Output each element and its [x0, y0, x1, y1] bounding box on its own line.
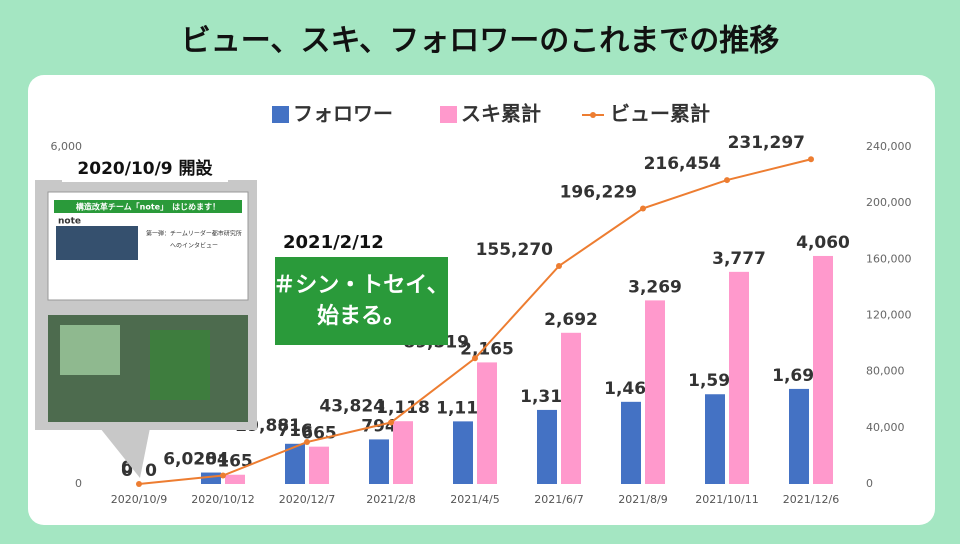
data-label: 1,693 — [772, 366, 826, 386]
line-marker — [556, 262, 562, 269]
note-text: 第一弾：チームリーダー都市研究所 — [146, 230, 242, 238]
note-banner — [54, 200, 242, 213]
y2-tick-label: 120,000 — [866, 309, 912, 322]
bar — [645, 300, 665, 484]
note-photo — [56, 226, 138, 260]
note-banner-text: 構造改革チーム「note」 はじめます！ — [76, 202, 220, 212]
data-label: 43,824 — [319, 396, 385, 416]
bar — [225, 474, 245, 484]
overlay: 構造改革チーム「note」 はじめます！ note 第一弾：チームリーダー都市研… — [35, 155, 449, 478]
y2-tick-label: 160,000 — [866, 252, 912, 265]
launch-label: 2020/10/9 開設 — [77, 158, 213, 179]
y2-tick-label: 0 — [866, 477, 873, 490]
callout-tail — [100, 428, 150, 478]
data-label: 2,165 — [460, 339, 514, 359]
line-marker — [388, 419, 394, 426]
bar — [621, 401, 641, 484]
callout-box — [275, 257, 448, 345]
note-text: へのインタビュー — [170, 242, 218, 250]
bar — [201, 472, 221, 484]
legend-label: フォロワー — [293, 102, 393, 126]
x-tick-label: 2021/8/9 — [618, 493, 667, 506]
line-marker — [640, 205, 646, 212]
data-label: 716 — [277, 421, 313, 441]
bar — [393, 421, 413, 484]
bar — [285, 443, 305, 484]
line-marker — [136, 481, 142, 487]
press-photo-detail — [60, 325, 120, 375]
bar — [369, 439, 389, 484]
bar — [477, 362, 497, 484]
bar — [705, 394, 725, 484]
data-label: 204 — [193, 450, 229, 470]
line-marker — [304, 439, 310, 446]
y2-tick-label: 240,000 — [866, 140, 912, 153]
data-label: 0 — [121, 461, 133, 481]
bar — [813, 255, 833, 484]
legend-swatch — [440, 106, 457, 123]
callout-text: ＃シン・トセイ、 — [273, 273, 449, 298]
y2-tick-label: 200,000 — [866, 196, 912, 209]
x-tick-label: 2020/10/9 — [111, 493, 167, 506]
bar — [789, 388, 809, 484]
data-label: 3,777 — [712, 249, 766, 269]
data-label: 1,463 — [604, 379, 658, 399]
data-label: 165 — [217, 452, 253, 472]
x-tick-label: 2021/6/7 — [534, 493, 583, 506]
y-tick-label: 0 — [75, 477, 82, 490]
bar — [309, 446, 329, 484]
data-label: 665 — [301, 424, 337, 444]
x-tick-label: 2021/10/11 — [695, 493, 758, 506]
launch-label-box — [62, 155, 228, 182]
date-label: 2021/2/12 — [283, 232, 384, 253]
data-label: 1,319 — [520, 387, 574, 407]
data-label: 216,454 — [644, 154, 722, 174]
bar — [537, 409, 557, 484]
data-label: 1,115 — [436, 398, 490, 418]
data-label: 231,297 — [728, 133, 805, 153]
y-tick-label: 6,000 — [51, 140, 83, 153]
data-label: 6,028 — [163, 450, 217, 470]
bar — [453, 421, 473, 484]
y2-tick-label: 80,000 — [866, 365, 905, 378]
x-tick-label: 2020/12/7 — [279, 493, 335, 506]
data-label: 4,060 — [796, 233, 850, 253]
data-label: 196,229 — [560, 182, 637, 202]
x-tick-label: 2021/12/6 — [783, 493, 839, 506]
line-marker — [808, 156, 814, 163]
chart-title: ビュー、スキ、フォロワーのこれまでの推移 — [181, 24, 780, 59]
x-tick-label: 2020/10/12 — [191, 493, 254, 506]
callout-text: 始まる。 — [317, 303, 405, 329]
note-logo: note — [58, 217, 81, 227]
legend-label: ビュー累計 — [610, 102, 710, 126]
x-tick-label: 2021/2/8 — [366, 493, 415, 506]
line-marker — [220, 472, 226, 479]
line-marker — [724, 177, 730, 184]
data-label: 2,692 — [544, 310, 598, 330]
bar — [729, 271, 749, 484]
legend-label: スキ累計 — [461, 102, 541, 126]
plot: 0 6,000 0 40,000 80,000 120,000 160,000 200,000… — [51, 102, 912, 507]
data-label: 155,270 — [476, 240, 554, 260]
y2-tick-label: 40,000 — [866, 421, 905, 434]
data-label: 0 — [145, 461, 157, 481]
legend-swatch — [272, 106, 289, 123]
x-tick-label: 2021/4/5 — [450, 493, 499, 506]
line-marker — [472, 355, 478, 362]
data-label: 794 — [361, 416, 397, 436]
bar — [561, 332, 581, 484]
legend-swatch — [590, 112, 596, 118]
press-photo-detail — [150, 330, 210, 400]
data-label: 3,269 — [628, 277, 682, 297]
data-label: 1,598 — [688, 371, 742, 391]
